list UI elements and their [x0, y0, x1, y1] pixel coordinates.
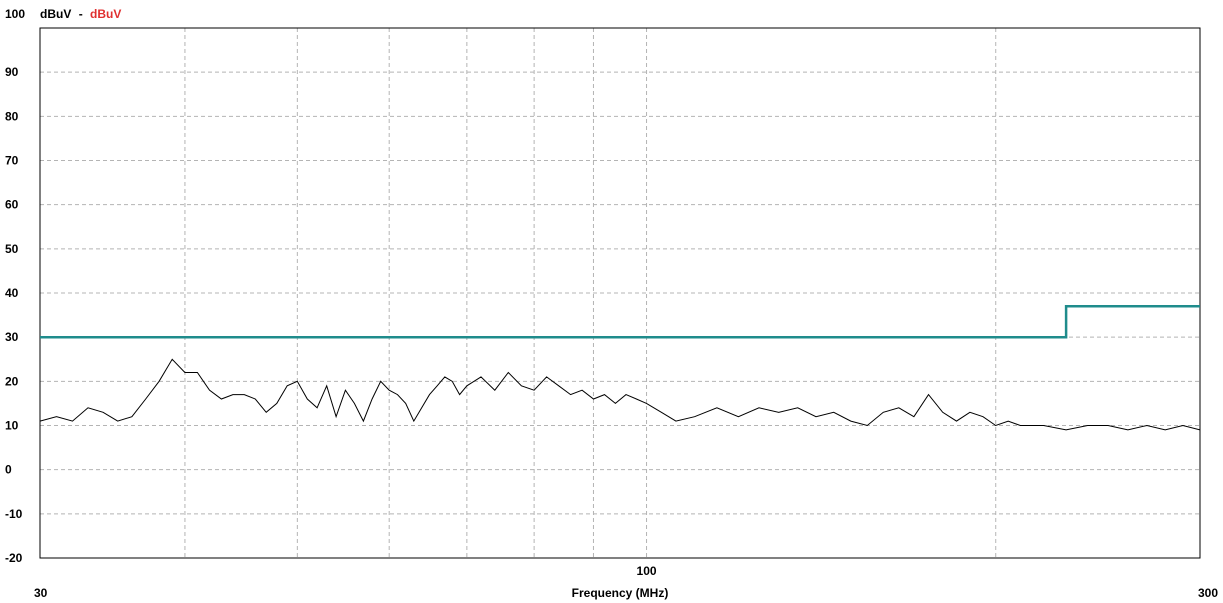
x-tick-label: 300: [1198, 586, 1218, 600]
unit-secondary: dBuV: [90, 7, 121, 21]
x-axis-label: Frequency (MHz): [572, 586, 669, 600]
x-tick-label: 100: [637, 564, 657, 578]
y-tick-label: 60: [5, 198, 19, 212]
y-tick-label: 10: [5, 419, 19, 433]
x-axis-tick-labels: 30 100 300: [34, 564, 1218, 600]
series-layer: [39, 305, 1201, 431]
plot-frame: [39, 27, 1201, 559]
y-tick-label: 90: [5, 65, 19, 79]
y-axis-tick-labels: 90 80 70 60 50 40 30 20 10 0 -10 -20: [5, 65, 23, 565]
x-tick-label: 30: [34, 586, 48, 600]
limit-line: [40, 305, 1200, 339]
y-tick-label: -20: [5, 551, 23, 565]
y-tick-label: -10: [5, 507, 23, 521]
measurement-trace: [39, 358, 1201, 431]
y-tick-label: 50: [5, 242, 19, 256]
y-tick-label: 70: [5, 154, 19, 168]
y-axis-top-value: 100: [5, 7, 25, 21]
unit-separator: -: [79, 7, 83, 21]
y-tick-label: 40: [5, 286, 19, 300]
y-tick-label: 30: [5, 330, 19, 344]
svg-text:dBuV - dBuV: dBuV - dBuV: [40, 7, 121, 21]
grid: [40, 28, 1200, 558]
unit-primary: dBuV: [40, 7, 71, 21]
y-tick-label: 80: [5, 109, 19, 123]
y-tick-label: 0: [5, 463, 12, 477]
y-tick-label: 20: [5, 374, 19, 388]
